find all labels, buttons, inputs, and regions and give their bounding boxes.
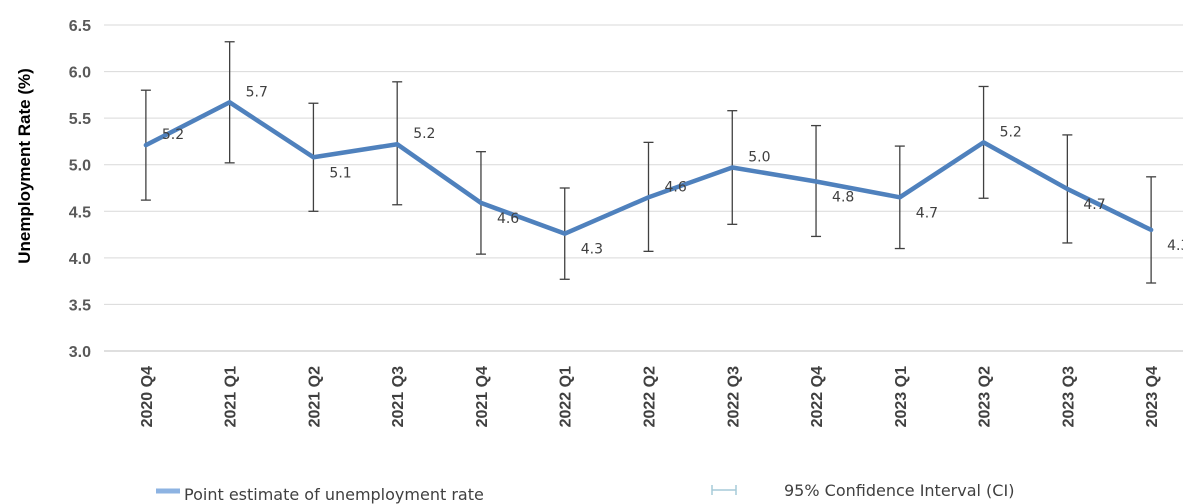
- data-label: 4.6: [665, 179, 687, 195]
- x-tick-label: 2023 Q4: [1144, 366, 1161, 427]
- y-tick-label: 5.5: [69, 111, 91, 128]
- legend-label-point-estimate: Point estimate of unemployment rate: [184, 485, 484, 504]
- x-tick-label: 2022 Q3: [725, 366, 742, 427]
- x-tick-label: 2023 Q3: [1060, 366, 1077, 427]
- x-tick-label: 2021 Q3: [390, 366, 407, 427]
- y-tick-label: 6.5: [69, 18, 91, 35]
- legend-label-ci: 95% Confidence Interval (CI): [784, 481, 1014, 500]
- gridlines: [104, 24, 1183, 352]
- data-label: 4.7: [1083, 197, 1105, 213]
- data-label: 5.0: [748, 150, 770, 166]
- legend: Point estimate of unemployment rate 95% …: [156, 481, 1014, 504]
- y-tick-label: 6.0: [69, 65, 91, 82]
- x-tick-label: 2021 Q2: [306, 366, 323, 427]
- data-label: 4.3: [1167, 238, 1183, 254]
- y-tick-label: 4.5: [69, 204, 91, 221]
- legend-errorbar-symbol: [711, 485, 737, 495]
- confidence-interval-bars: [140, 41, 1157, 284]
- axes: Unemployment Rate (%) 3.0 3.5 4.0 4.5 5.0 5.5…: [15, 18, 1161, 427]
- data-label: 5.2: [162, 127, 184, 143]
- x-tick-label: 2021 Q1: [223, 366, 240, 427]
- data-label: 5.7: [246, 84, 268, 100]
- y-tick-label: 4.0: [69, 251, 91, 268]
- x-tick-label: 2023 Q2: [977, 366, 994, 427]
- data-label: 5.2: [1000, 124, 1022, 140]
- y-tick-label: 5.0: [69, 158, 91, 175]
- data-label: 4.7: [916, 205, 938, 221]
- x-tick-label: 2021 Q4: [474, 366, 491, 427]
- data-label: 4.8: [832, 189, 854, 205]
- data-label: 4.3: [581, 242, 603, 258]
- x-tick-label: 2022 Q4: [809, 366, 826, 427]
- y-tick-label: 3.0: [69, 344, 91, 361]
- x-tick-label: 2020 Q4: [139, 366, 156, 427]
- series-line: [143, 100, 1154, 236]
- data-label: 4.6: [497, 211, 519, 227]
- series-line-layer: [143, 100, 1154, 236]
- data-labels: 5.2 5.7 5.1 5.2 4.6 4.3 4.6 5.0 4.8 4.7 5.2 4.7 4.3: [162, 84, 1183, 257]
- y-tick-label: 3.5: [69, 297, 91, 314]
- y-axis-label: Unemployment Rate (%): [15, 68, 34, 264]
- data-label: 5.1: [329, 165, 351, 181]
- data-label: 5.2: [413, 126, 435, 142]
- x-tick-label: 2022 Q2: [642, 366, 659, 427]
- x-tick-label: 2022 Q1: [558, 366, 575, 427]
- x-tick-label: 2023 Q1: [893, 366, 910, 427]
